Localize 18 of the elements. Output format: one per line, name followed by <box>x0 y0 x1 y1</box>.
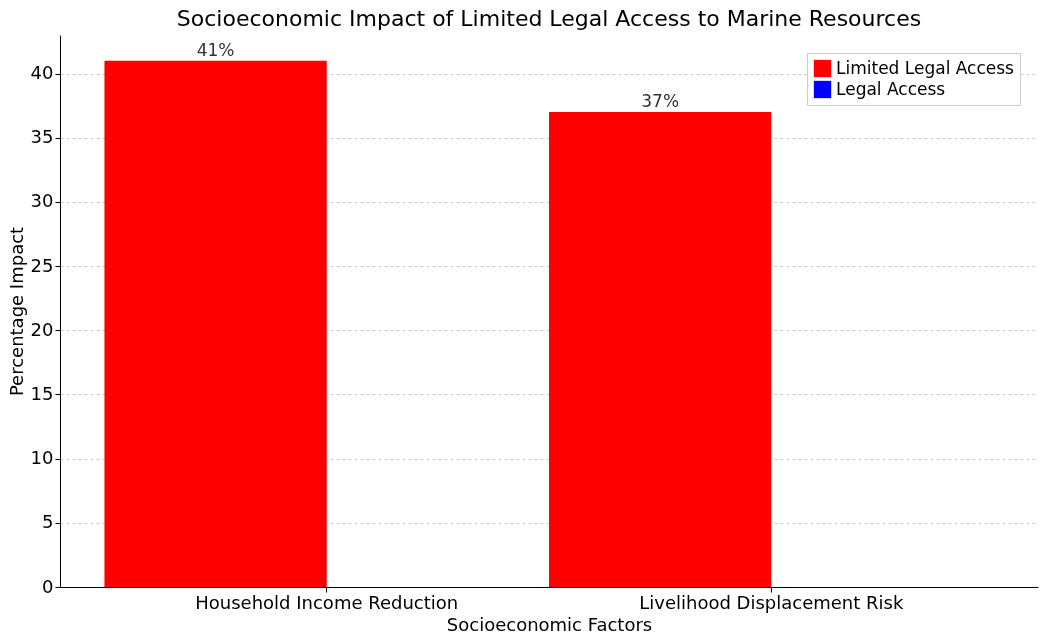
y-tick-label: 30 <box>30 190 54 212</box>
y-tick-label: 25 <box>30 254 54 276</box>
chart-title: Socioeconomic Impact of Limited Legal Access to Marine Resources <box>176 6 922 31</box>
y-tick-label: 5 <box>42 511 54 533</box>
data-label: 41% <box>196 39 235 60</box>
data-label: 37% <box>641 91 680 112</box>
y-tick-label: 15 <box>30 382 54 404</box>
x-tick-label: Livelihood Displacement Risk <box>639 591 904 613</box>
y-tick-label: 40 <box>30 62 54 84</box>
y-tick-label: 35 <box>30 126 54 148</box>
y-tick-label: 20 <box>30 318 54 340</box>
x-tick-label: Household Income Reduction <box>195 591 459 613</box>
y-tick-label: 10 <box>30 447 54 469</box>
y-axis-title: Percentage Impact <box>5 226 27 397</box>
legend-label: Legal Access <box>836 78 946 99</box>
x-axis-title: Socioeconomic Factors <box>446 613 653 635</box>
legend-label: Limited Legal Access <box>836 57 1015 78</box>
y-tick-label: 0 <box>42 575 54 597</box>
